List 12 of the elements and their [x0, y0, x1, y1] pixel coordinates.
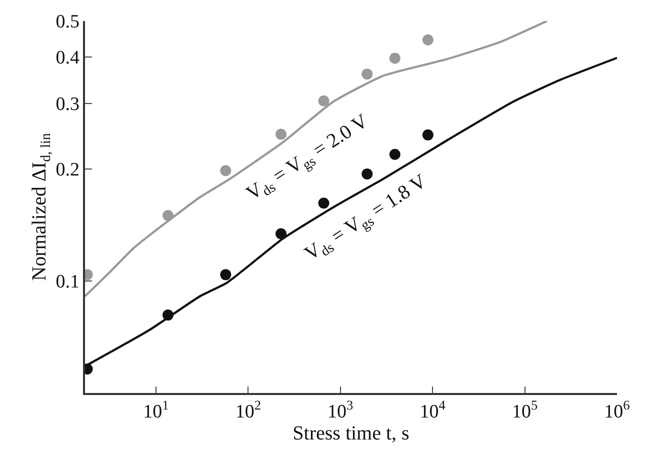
- y-tick-label: 0.1: [56, 272, 80, 293]
- x-tick-label: 10$^{3}$: [328, 398, 354, 423]
- y-tick-label: 0.3: [56, 94, 80, 116]
- y-tick-label: 0.2: [56, 160, 80, 181]
- y-tick-label: 0.4: [56, 48, 80, 69]
- x-tick-label: 10$^{1}$: [143, 398, 169, 423]
- x-tick-label: 10$^{5}$: [512, 398, 538, 423]
- x-tick-label: 10$^{2}$: [235, 398, 261, 423]
- x-axis-title: Stress time t, s: [292, 422, 410, 445]
- y-tick-label: 0.5: [56, 12, 80, 33]
- x-tick-label: 10$^{4}$: [420, 398, 446, 423]
- x-tick-label: 10$^{6}$: [604, 398, 630, 423]
